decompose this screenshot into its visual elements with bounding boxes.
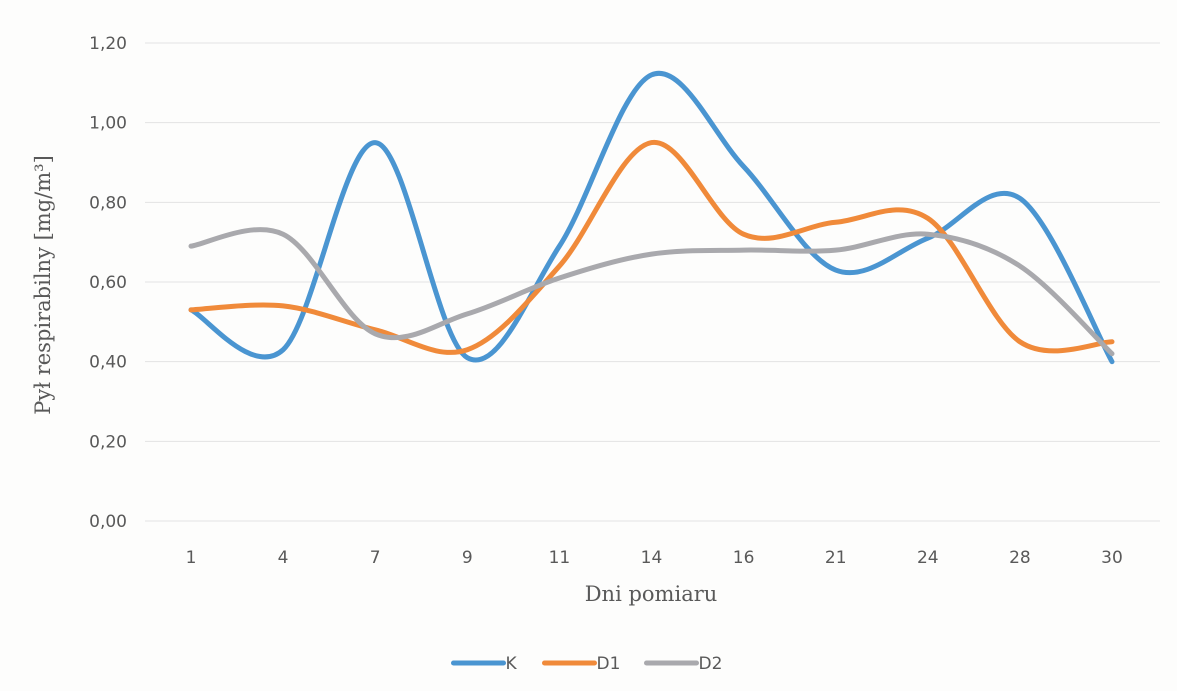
y-tick-label: 0,00 bbox=[89, 512, 127, 532]
y-axis-tick-labels: 0,00 0,20 0,40 0,60 0,80 1,00 1,20 bbox=[89, 34, 127, 532]
x-axis-title: Dni pomiaru bbox=[585, 582, 718, 606]
series-line-d2 bbox=[188, 227, 1115, 357]
legend-item-d1: D1 bbox=[542, 654, 621, 674]
y-tick-label: 0,40 bbox=[89, 353, 127, 373]
y-tick-label: 0,60 bbox=[89, 273, 127, 293]
y-tick-label: 1,20 bbox=[89, 34, 127, 54]
x-tick-label: 1 bbox=[186, 548, 197, 568]
x-tick-label: 28 bbox=[1009, 548, 1031, 568]
x-tick-label: 24 bbox=[917, 548, 939, 568]
y-tick-label: 1,00 bbox=[89, 114, 127, 134]
legend-item-k: K bbox=[451, 654, 518, 674]
legend-label: K bbox=[506, 654, 518, 674]
x-tick-label: 14 bbox=[641, 548, 663, 568]
legend-label: D2 bbox=[699, 654, 723, 674]
series-lines bbox=[188, 70, 1115, 365]
x-tick-label: 21 bbox=[825, 548, 847, 568]
series-line-k bbox=[188, 70, 1115, 365]
x-tick-label: 4 bbox=[278, 548, 289, 568]
gridlines bbox=[145, 42, 1160, 522]
x-tick-label: 9 bbox=[462, 548, 473, 568]
x-tick-label: 11 bbox=[549, 548, 571, 568]
x-tick-label: 30 bbox=[1101, 548, 1123, 568]
legend-item-d2: D2 bbox=[644, 654, 723, 674]
y-tick-label: 0,80 bbox=[89, 193, 127, 213]
y-axis-title: Pył respirabilny [mg/m³] bbox=[31, 155, 55, 415]
legend-label: D1 bbox=[597, 654, 621, 674]
legend: K D1 D2 bbox=[451, 654, 723, 674]
y-tick-label: 0,20 bbox=[89, 432, 127, 452]
x-axis-tick-labels: 1 4 7 9 11 14 16 21 24 28 30 bbox=[186, 548, 1123, 568]
series-line-d1 bbox=[188, 140, 1115, 355]
x-tick-label: 16 bbox=[733, 548, 755, 568]
x-tick-label: 7 bbox=[370, 548, 381, 568]
